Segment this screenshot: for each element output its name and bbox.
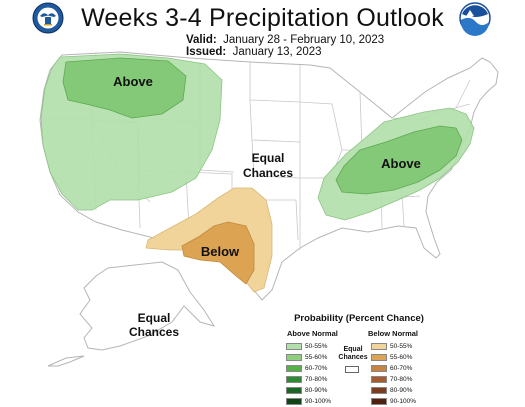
legend-below-swatch (371, 343, 387, 350)
legend-above-range: 80-90% (305, 387, 328, 394)
alaska-outline (47, 261, 216, 367)
legend-above-range: 55-60% (305, 354, 328, 361)
legend-above-swatch (286, 354, 302, 361)
alaska-equal-chances-label-line1: Equal (138, 311, 171, 325)
legend-below-range: 60-70% (390, 365, 413, 372)
legend-above-range: 60-70% (305, 365, 328, 372)
valid-label: Valid: (186, 34, 217, 46)
legend-above-range: 90-100% (305, 398, 332, 405)
map-title: Weeks 3-4 Precipitation Outlook (81, 4, 444, 32)
valid-dates: January 28 - February 10, 2023 (223, 34, 385, 46)
legend-above-row: 50-55% (286, 341, 331, 352)
legend-below-range: 70-80% (390, 376, 413, 383)
valid-dates-line: Valid: January 28 - February 10, 2023 (186, 34, 384, 46)
legend-below-column: 50-55% 55-60% 60-70% 70-80% 80-90% 90-100% (371, 341, 416, 407)
legend-above-range: 50-55% (305, 343, 328, 350)
conus-equal-chances-label-line2: Chances (243, 166, 293, 180)
legend-equal-line1: Equal (343, 346, 363, 353)
legend-below-range: 80-90% (390, 387, 413, 394)
legend-above-swatch (286, 343, 302, 350)
legend-above-column: 50-55% 55-60% 60-70% 70-80% 80-90% 90-100% (286, 341, 331, 407)
legend-above-swatch (286, 398, 302, 405)
legend-below-swatch (371, 387, 387, 394)
issued-label: Issued: (186, 46, 227, 58)
legend-below-range: 50-55% (390, 343, 413, 350)
legend-below-swatch (371, 365, 387, 372)
legend-below-row: 55-60% (371, 352, 416, 363)
legend-equal-chances-swatch (345, 366, 359, 373)
legend-below-row: 60-70% (371, 363, 416, 374)
legend-above-range: 70-80% (305, 376, 328, 383)
legend-below-row: 90-100% (371, 396, 416, 407)
legend-title: Probability (Percent Chance) (294, 313, 424, 324)
east-above-55-60-area (335, 125, 463, 195)
legend-below-heading: Below Normal (368, 329, 419, 338)
legend-below-row: 50-55% (371, 341, 416, 352)
legend-equal-line2: Chances (338, 354, 368, 361)
legend-below-row: 70-80% (371, 374, 416, 385)
legend-equal-chances: Equal Chances (336, 346, 370, 362)
legend-above-row: 70-80% (286, 374, 331, 385)
alaska-equal-chances-label-line2: Chances (129, 325, 179, 339)
northwest-above-label: Above (113, 74, 153, 89)
legend-above-swatch (286, 387, 302, 394)
southwest-below-label: Below (201, 244, 240, 259)
legend-above-row: 80-90% (286, 385, 331, 396)
northwest-above-55-60-area (62, 57, 187, 119)
legend-below-swatch (371, 398, 387, 405)
legend-above-swatch (286, 365, 302, 372)
legend-below-swatch (371, 354, 387, 361)
legend-above-row: 60-70% (286, 363, 331, 374)
legend-below-range: 55-60% (390, 354, 413, 361)
issued-date: January 13, 2023 (232, 46, 322, 58)
noaa-logo (459, 2, 491, 36)
legend-above-swatch (286, 376, 302, 383)
conus-equal-chances-label-line1: Equal (252, 151, 285, 165)
legend-below-range: 90-100% (390, 398, 417, 405)
legend-above-row: 90-100% (286, 396, 331, 407)
legend-below-row: 80-90% (371, 385, 416, 396)
doc-seal-logo (32, 2, 64, 34)
legend-below-swatch (371, 376, 387, 383)
legend-above-heading: Above Normal (287, 329, 338, 338)
issued-date-line: Issued: January 13, 2023 (186, 46, 322, 58)
legend-above-row: 55-60% (286, 352, 331, 363)
southwest-below-55-60-area (181, 221, 255, 285)
east-above-label: Above (381, 156, 421, 171)
